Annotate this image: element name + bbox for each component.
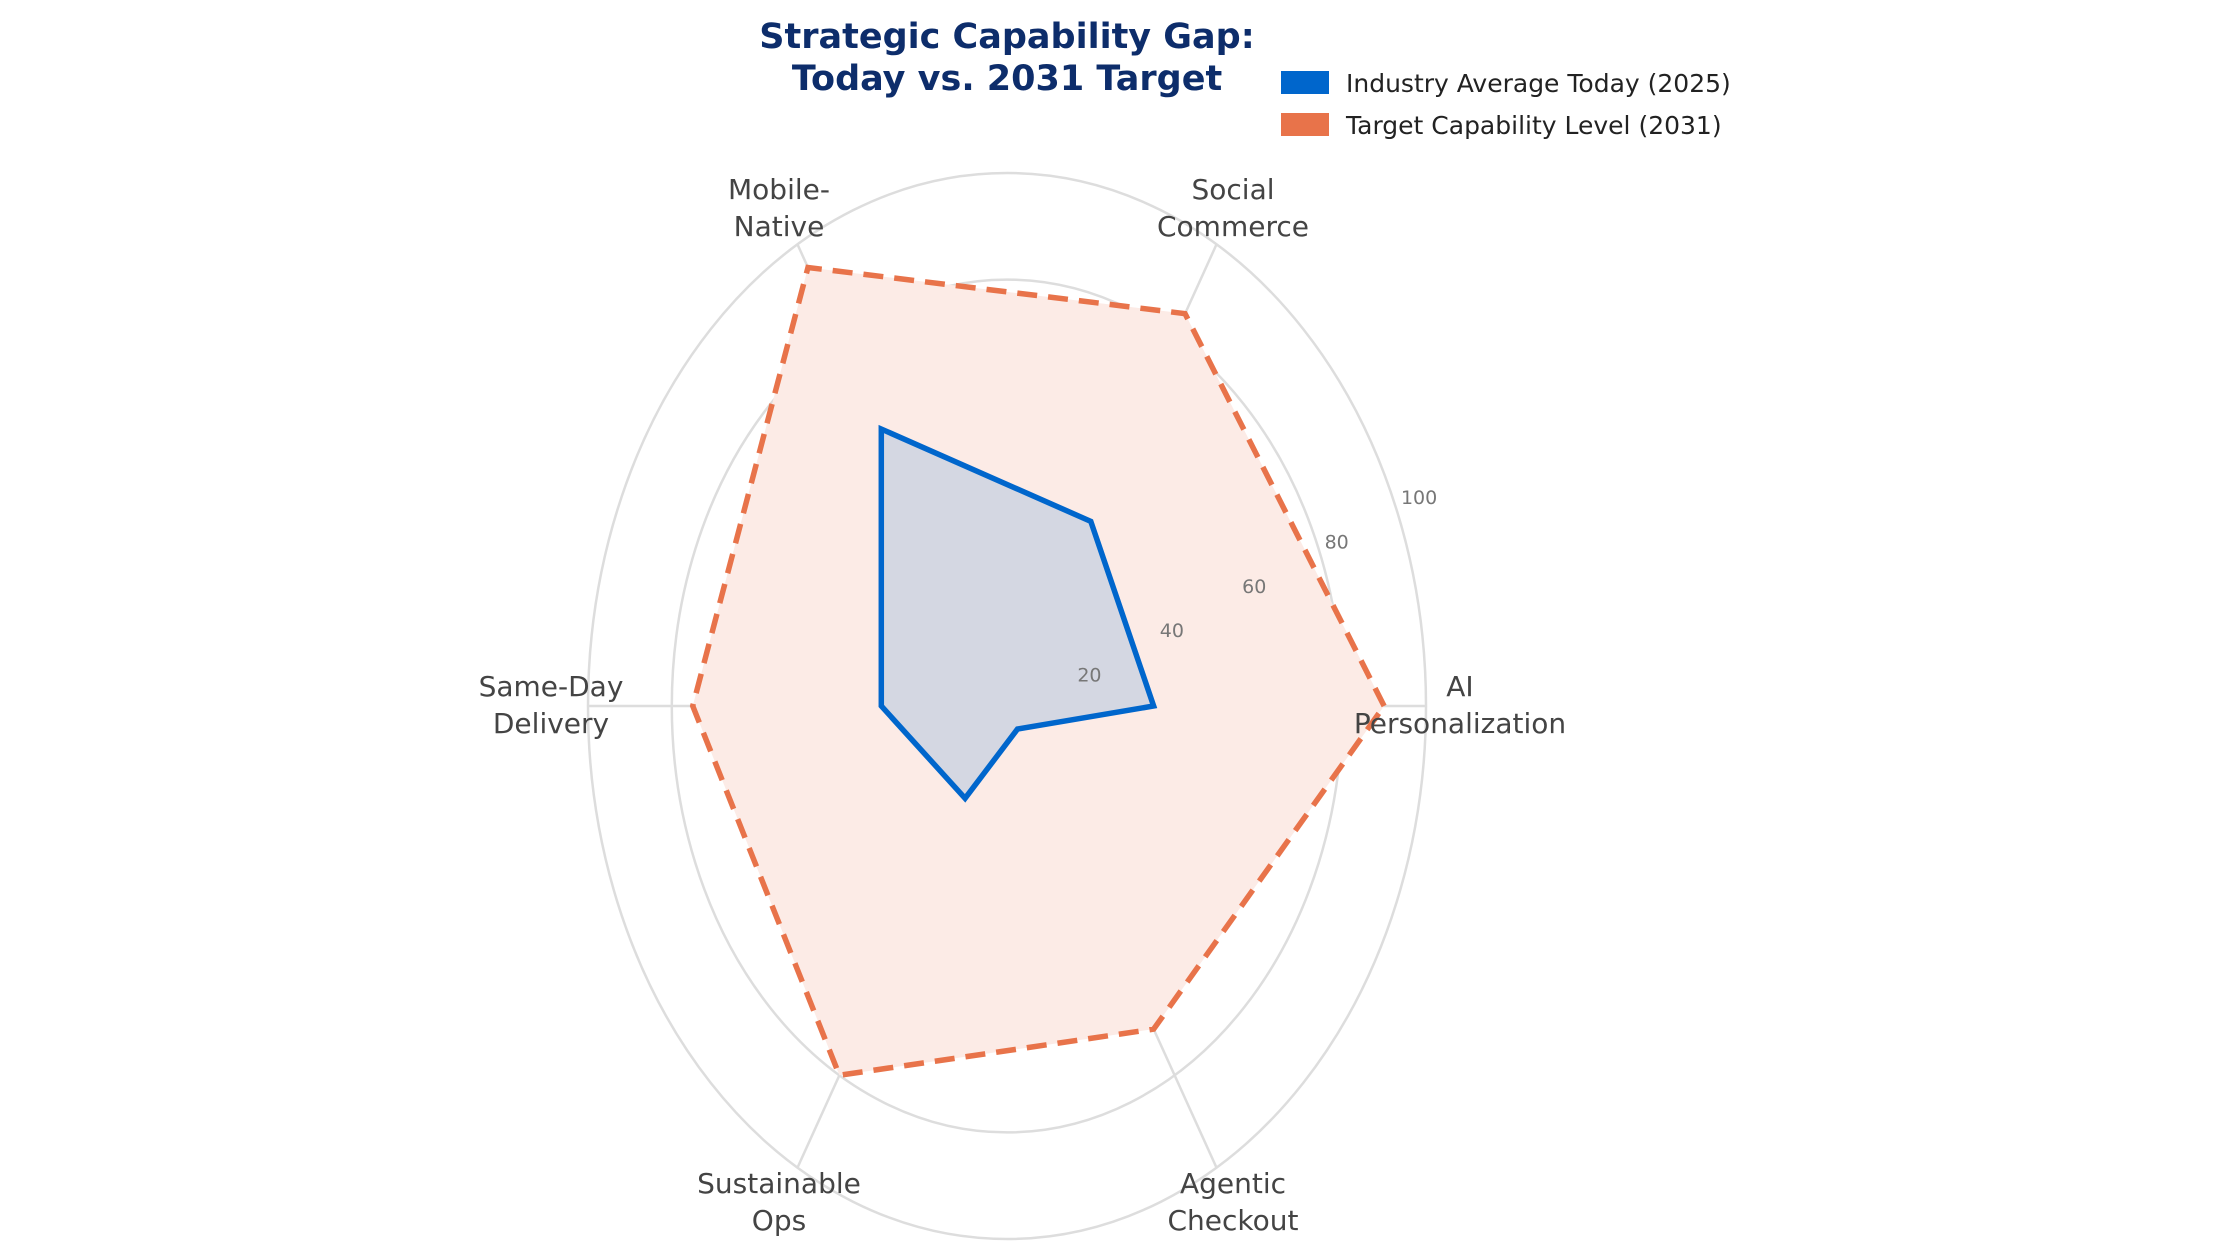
axis-label: Mobile- bbox=[728, 173, 830, 206]
legend: Industry Average Today (2025) Target Cap… bbox=[1281, 69, 1731, 140]
legend-label-today: Industry Average Today (2025) bbox=[1346, 69, 1731, 98]
axis-label: Same-Day bbox=[479, 670, 624, 703]
axis-label: Sustainable bbox=[697, 1167, 861, 1200]
axis-label: Commerce bbox=[1157, 210, 1309, 243]
axis-labels: AI Personalization Social Commerce Mobile- Na… bbox=[479, 173, 1567, 1237]
series-polygons bbox=[689, 264, 1388, 1079]
radial-tick-label: 60 bbox=[1242, 576, 1266, 598]
radial-tick-label: 80 bbox=[1325, 531, 1349, 553]
axis-label: Ops bbox=[752, 1204, 806, 1237]
axis-label: Personalization bbox=[1354, 707, 1566, 740]
axis-label: Agentic bbox=[1180, 1167, 1286, 1200]
chart-title-line-1: Strategic Capability Gap: bbox=[759, 17, 1254, 57]
axis-label: AI bbox=[1446, 670, 1473, 703]
axis-label: Delivery bbox=[493, 707, 609, 740]
radial-tick-label: 40 bbox=[1160, 620, 1184, 642]
series-line-1 bbox=[689, 264, 1388, 1079]
legend-swatch-today bbox=[1281, 71, 1329, 94]
legend-label-target: Target Capability Level (2031) bbox=[1345, 111, 1722, 140]
series-line-0 bbox=[878, 424, 1158, 803]
radial-ticks: 20 40 60 80 100 bbox=[1077, 487, 1437, 687]
chart-title-line-2: Today vs. 2031 Target bbox=[792, 59, 1222, 99]
axis-label: Social bbox=[1191, 173, 1274, 206]
radial-tick-label: 20 bbox=[1077, 665, 1101, 687]
axis-label: Checkout bbox=[1168, 1204, 1299, 1237]
axis-label: Native bbox=[734, 210, 825, 243]
radial-tick-label: 100 bbox=[1401, 487, 1437, 509]
legend-swatch-target bbox=[1281, 113, 1329, 136]
